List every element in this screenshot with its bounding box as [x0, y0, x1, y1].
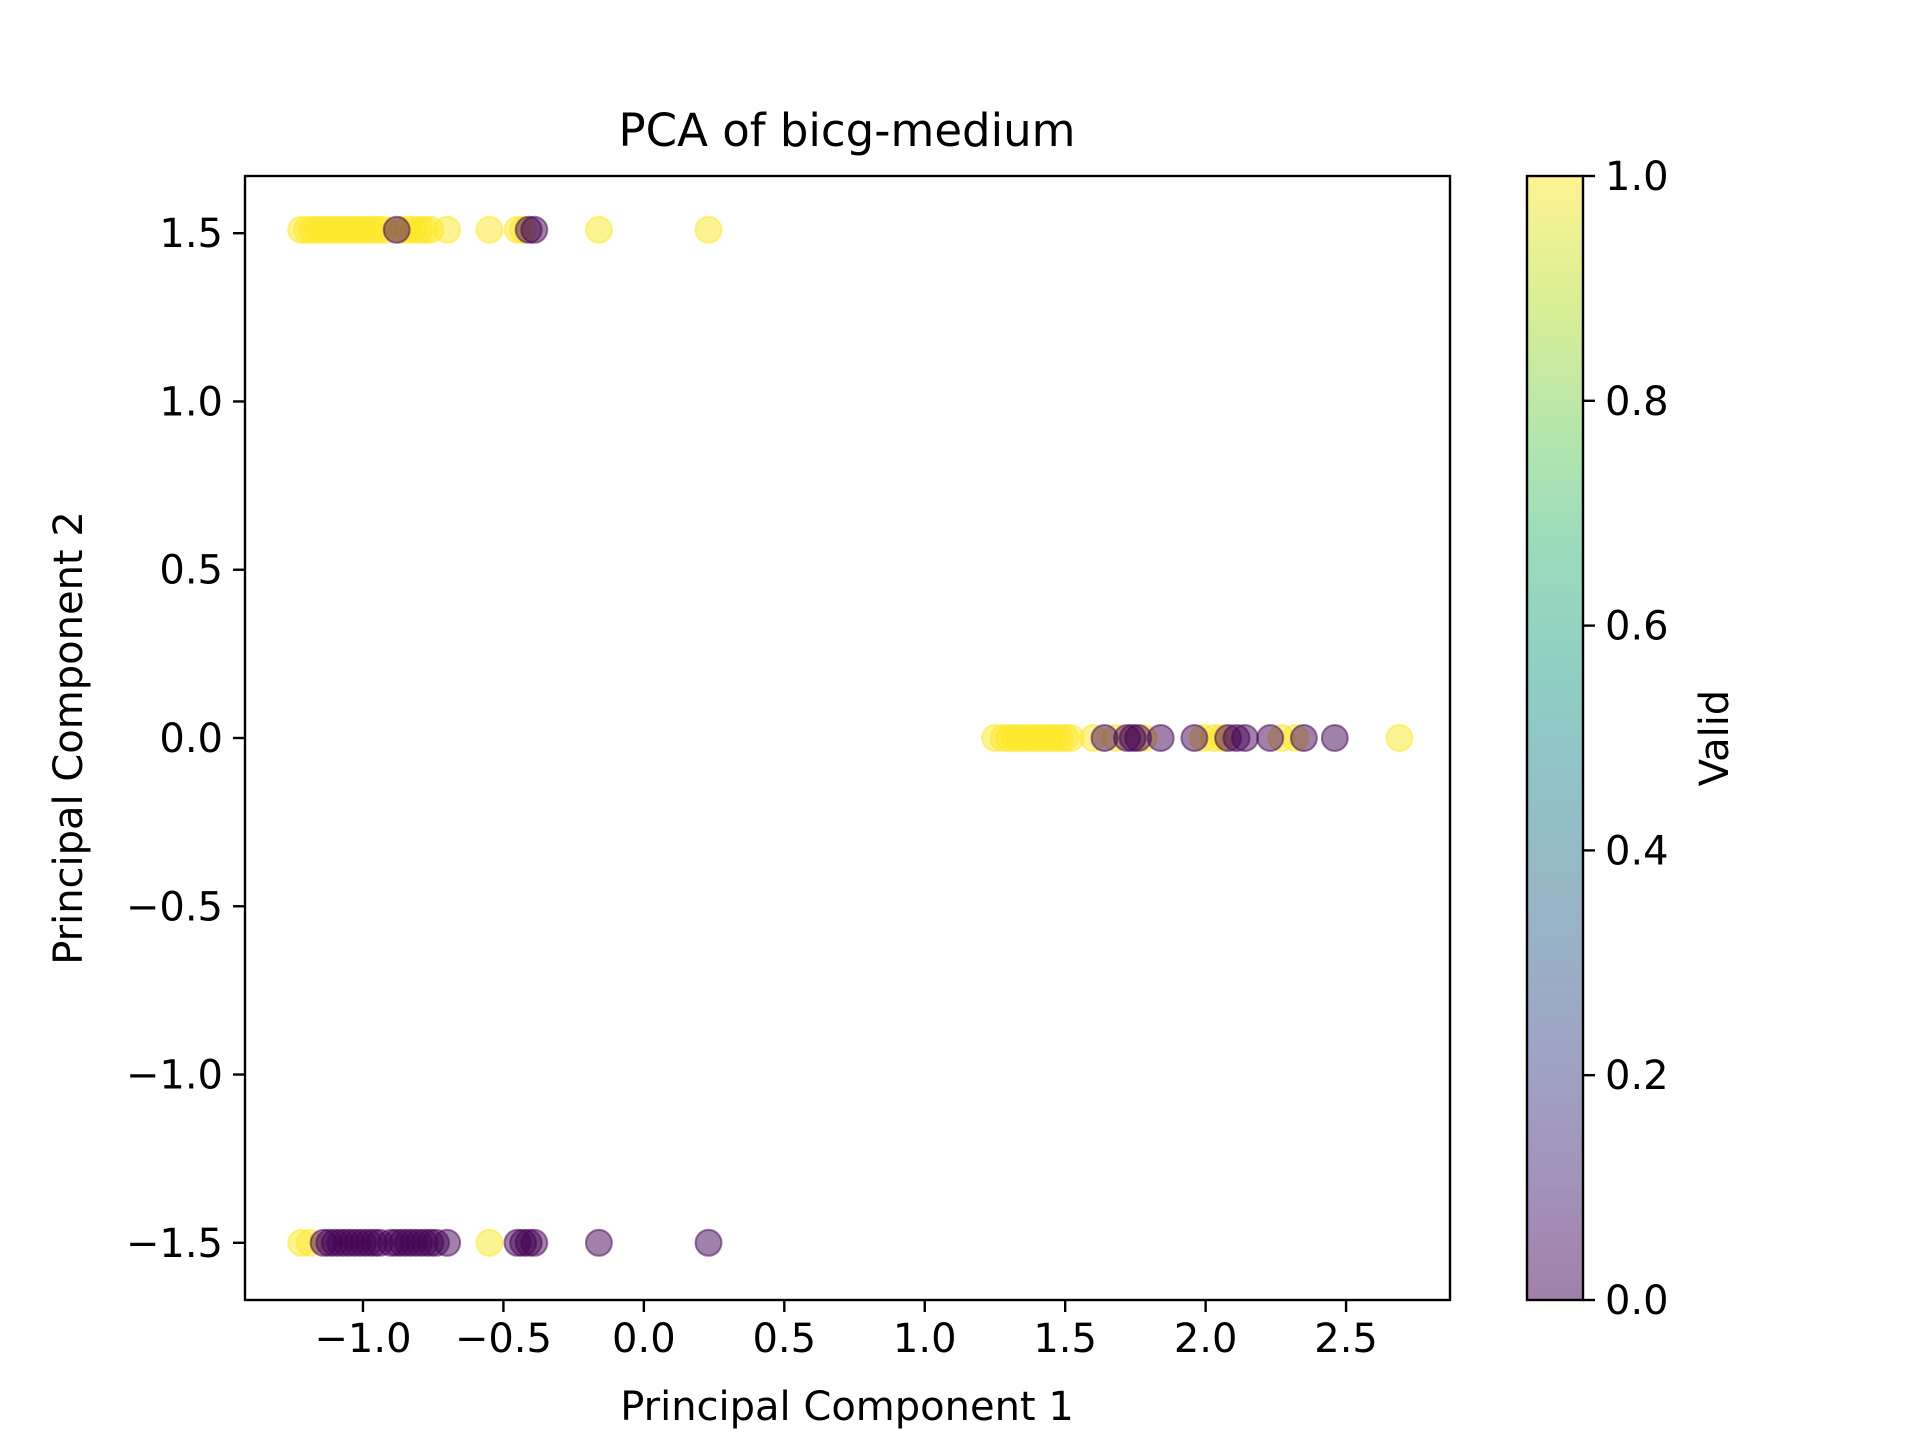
colorbar-label: Valid — [1692, 690, 1738, 786]
colorbar-tick-label: 0.0 — [1605, 1278, 1669, 1324]
point-invalid — [382, 215, 411, 244]
y-tick-label: 1.5 — [159, 211, 223, 257]
point-invalid — [520, 215, 549, 244]
colorbar-frame — [1525, 174, 1585, 1302]
x-axis-label: Principal Component 1 — [620, 1384, 1074, 1430]
x-tick-label: 2.5 — [1314, 1316, 1378, 1362]
y-tick-label: 0.5 — [159, 548, 223, 594]
x-axis-ticks: −1.0 −0.5 0.0 0.5 1.0 1.5 2.0 2.5 — [314, 1300, 1378, 1362]
x-tick-label: −1.0 — [314, 1316, 411, 1362]
y-axis-label: Principal Component 2 — [46, 511, 92, 965]
point-invalid — [1289, 724, 1318, 752]
colorbar — [1527, 176, 1583, 1300]
y-tick-label: −1.0 — [126, 1053, 223, 1099]
point-valid — [694, 215, 723, 244]
point-invalid — [1180, 724, 1209, 752]
x-tick-label: 2.0 — [1174, 1316, 1238, 1362]
y-tick-label: −0.5 — [126, 884, 223, 930]
x-tick-label: −0.5 — [455, 1316, 552, 1362]
y-tick-label: −1.5 — [126, 1221, 223, 1267]
point-valid — [1385, 724, 1414, 752]
point-invalid — [1320, 724, 1349, 752]
x-tick-label: 0.0 — [612, 1316, 676, 1362]
point-invalid — [433, 1228, 462, 1257]
point-invalid — [520, 1228, 549, 1257]
colorbar-tick-label: 0.4 — [1605, 828, 1669, 874]
point-valid — [475, 215, 504, 244]
y-tick-label: 0.0 — [159, 716, 223, 762]
scatter-points — [287, 215, 1414, 1257]
y-tick-label: 1.0 — [159, 379, 223, 425]
y-axis-ticks: −1.5 −1.0 −0.5 0.0 0.5 1.0 1.5 — [126, 211, 245, 1267]
point-invalid — [694, 1228, 723, 1257]
chart-title: PCA of bicg-medium — [619, 104, 1076, 157]
colorbar-tick-label: 0.2 — [1605, 1053, 1669, 1099]
x-tick-label: 1.5 — [1033, 1316, 1097, 1362]
x-tick-label: 0.5 — [752, 1316, 816, 1362]
colorbar-ticks: 0.0 0.2 0.4 0.6 0.8 1.0 — [1583, 154, 1669, 1324]
colorbar-tick-label: 0.6 — [1605, 604, 1669, 650]
point-valid — [475, 1228, 504, 1257]
point-invalid — [1231, 724, 1259, 752]
point-valid — [433, 215, 462, 244]
colorbar-tick-label: 1.0 — [1605, 154, 1669, 200]
point-valid — [584, 215, 613, 244]
point-invalid — [1256, 724, 1285, 752]
point-invalid — [584, 1228, 613, 1257]
x-tick-label: 1.0 — [893, 1316, 957, 1362]
point-invalid — [1146, 724, 1175, 752]
colorbar-tick-label: 0.8 — [1605, 379, 1669, 425]
